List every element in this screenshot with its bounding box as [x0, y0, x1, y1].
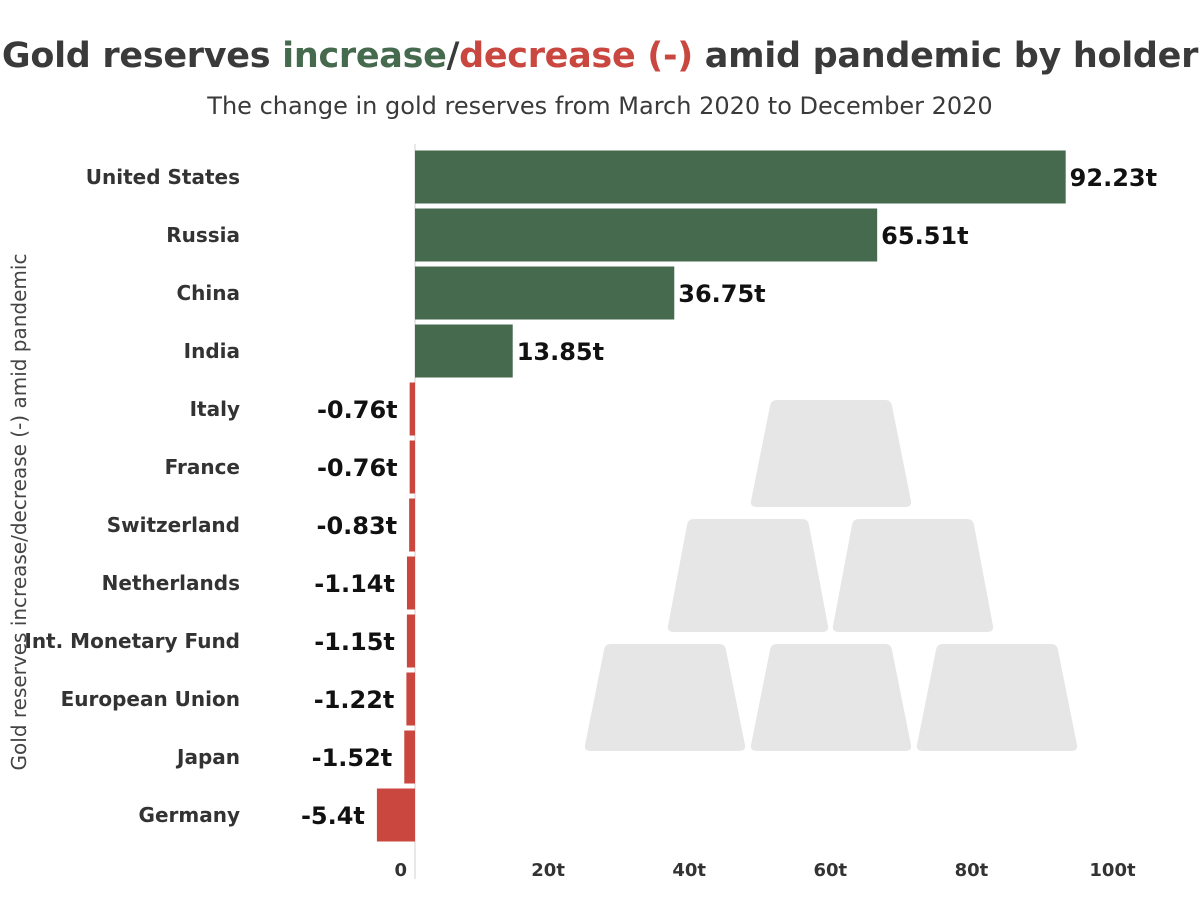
- chart-title-part: /: [446, 36, 460, 76]
- bar: [404, 730, 415, 784]
- gold-bar-shape: [750, 400, 912, 507]
- value-label: 65.51t: [881, 222, 968, 250]
- value-label: -5.4t: [301, 802, 365, 830]
- chart-title-part: amid pandemic by holder: [692, 36, 1199, 76]
- chart-title-part: increase: [282, 36, 447, 76]
- category-label: Japan: [175, 745, 240, 769]
- value-label: -0.83t: [316, 512, 397, 540]
- category-label: United States: [86, 165, 240, 189]
- chart-title-part: Gold reserves: [1, 36, 283, 76]
- category-label: France: [165, 455, 240, 479]
- category-label: Russia: [166, 223, 240, 247]
- bar: [406, 614, 415, 668]
- value-label: 13.85t: [517, 338, 604, 366]
- bar: [415, 324, 513, 378]
- value-label: -0.76t: [317, 396, 398, 424]
- category-label: India: [184, 339, 240, 363]
- value-label: -1.22t: [314, 686, 395, 714]
- category-label: China: [176, 281, 240, 305]
- chart-title-part: decrease (-): [459, 36, 693, 76]
- bar: [406, 672, 415, 726]
- bar: [406, 556, 415, 610]
- category-label: Switzerland: [107, 513, 240, 537]
- x-tick-label: 40t: [672, 860, 706, 881]
- x-tick-label: 100t: [1089, 860, 1136, 881]
- bar: [415, 150, 1066, 204]
- category-label: Germany: [139, 803, 240, 827]
- bar: [415, 266, 675, 320]
- gold-bar-shape: [832, 519, 994, 632]
- category-label: Netherlands: [102, 571, 240, 595]
- value-label: 36.75t: [678, 280, 765, 308]
- chart-title: Gold reserves increase/decrease (-) amid…: [0, 36, 1200, 76]
- gold-bar-shape: [584, 644, 746, 751]
- category-label: European Union: [61, 687, 240, 711]
- value-label: -1.15t: [314, 628, 395, 656]
- gold-bars-icon: [584, 400, 1078, 751]
- value-label: 92.23t: [1070, 164, 1157, 192]
- gold-bar-shape: [750, 644, 912, 751]
- chart-subtitle: The change in gold reserves from March 2…: [207, 92, 993, 120]
- x-tick-label: 0: [394, 860, 407, 881]
- x-tick-label: 80t: [955, 860, 989, 881]
- bar: [415, 208, 878, 262]
- value-label: -1.14t: [314, 570, 395, 598]
- bar: [376, 788, 415, 842]
- bar: [409, 382, 415, 436]
- x-tick-label: 60t: [813, 860, 847, 881]
- value-label: -0.76t: [317, 454, 398, 482]
- bar: [409, 440, 415, 494]
- category-label: Int. Monetary Fund: [24, 629, 240, 653]
- gold-bar-shape: [916, 644, 1078, 751]
- x-tick-label: 20t: [531, 860, 565, 881]
- value-label: -1.52t: [312, 744, 393, 772]
- gold-bar-shape: [667, 519, 829, 632]
- category-label: Italy: [190, 397, 240, 421]
- bar: [409, 498, 415, 552]
